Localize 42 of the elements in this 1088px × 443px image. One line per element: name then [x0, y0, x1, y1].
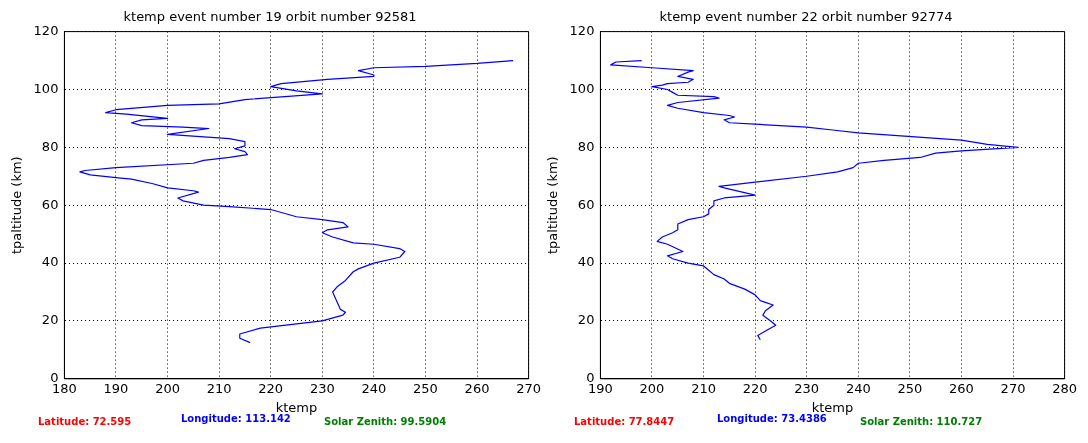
text: Latitude: 77.8447 [574, 416, 676, 427]
text: Latitude: 72.595 [38, 416, 133, 427]
x-axis-title: ktemp [811, 399, 854, 415]
text: Solar Zenith: 110.727 [860, 416, 984, 427]
x-tick-label: 200 [639, 380, 665, 396]
y-tick-label: 40 [577, 254, 595, 270]
y-axis-title: tpaltitude (km) [545, 156, 561, 255]
y-tick-label: 80 [41, 138, 59, 154]
y-tick-label: 80 [577, 138, 595, 154]
x-tick-label: 210 [691, 380, 716, 396]
x-tick-label: 230 [309, 380, 335, 396]
text: Solar Zenith: 99.5904 [324, 416, 448, 427]
x-tick-label: 220 [742, 380, 768, 396]
y-tick-label: 40 [41, 254, 59, 270]
x-tick-label: 230 [794, 380, 820, 396]
x-tick-label: 280 [1052, 380, 1078, 396]
y-tick-label: 100 [569, 80, 595, 96]
x-tick-label: 270 [516, 380, 542, 396]
y-tick-label: 60 [41, 196, 59, 212]
x-tick-label: 240 [845, 380, 871, 396]
y-tick-label: 20 [41, 312, 59, 328]
x-tick-label: 260 [464, 380, 490, 396]
text: Longitude: 73.4386 [717, 413, 827, 426]
y-tick-label: 120 [569, 22, 595, 38]
x-tick-label: 220 [258, 380, 284, 396]
x-tick-label: 240 [361, 380, 387, 396]
x-tick-label: 250 [897, 380, 923, 396]
x-tick-label: 190 [103, 380, 129, 396]
y-axis-title: tpaltitude (km) [9, 156, 25, 255]
x-tick-label: 270 [1000, 380, 1026, 396]
x-tick-label: 210 [206, 380, 232, 396]
x-tick-label: 250 [413, 380, 438, 396]
text: Longitude: 113.142 [181, 413, 291, 426]
y-tick-label: 120 [33, 22, 59, 38]
x-tick-label: 260 [949, 380, 974, 396]
chart-title: ktemp event number 22 orbit number 92774 [659, 9, 953, 25]
y-tick-label: 100 [33, 80, 59, 96]
y-tick-label: 20 [577, 312, 595, 328]
y-tick-label: 60 [577, 196, 595, 212]
x-axis-title: ktemp [275, 399, 318, 415]
x-tick-label: 200 [155, 380, 180, 396]
chart-title: ktemp event number 19 orbit number 92581 [123, 9, 417, 25]
